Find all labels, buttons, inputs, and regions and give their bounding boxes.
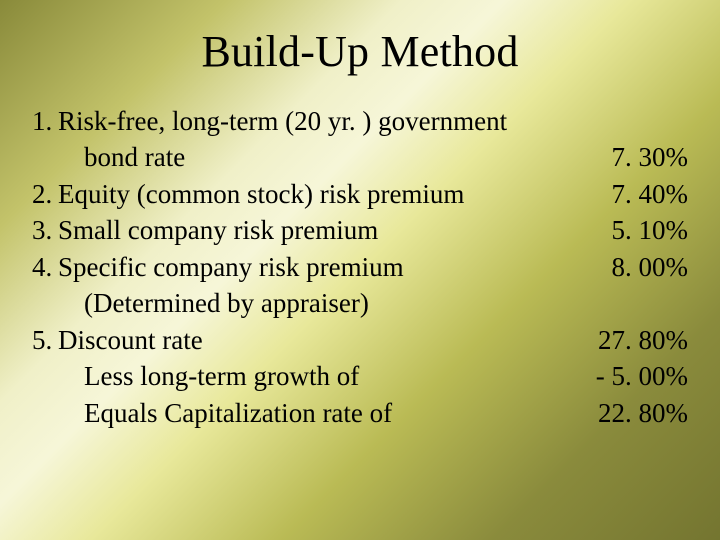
list-item: bond rate 7. 30% [32, 139, 688, 175]
item-label: Equity (common stock) risk premium [58, 176, 568, 212]
item-label: (Determined by appraiser) [58, 285, 568, 321]
list-item: Less long-term growth of - 5. 00% [32, 358, 688, 394]
item-label: Equals Capitalization rate of [58, 395, 568, 431]
item-value: 27. 80% [568, 322, 688, 358]
list-item: 4. Specific company risk premium 8. 00% [32, 249, 688, 285]
item-number: 2. [32, 176, 58, 212]
item-label: Specific company risk premium [58, 249, 568, 285]
item-number: 3. [32, 212, 58, 248]
item-number: 5. [32, 322, 58, 358]
item-label: Small company risk premium [58, 212, 568, 248]
item-value: 5. 10% [568, 212, 688, 248]
item-value: 7. 40% [568, 176, 688, 212]
list-item: 2. Equity (common stock) risk premium 7.… [32, 176, 688, 212]
slide-title: Build-Up Method [32, 26, 688, 77]
list-item: (Determined by appraiser) [32, 285, 688, 321]
list-item: 1. Risk-free, long-term (20 yr. ) govern… [32, 103, 688, 139]
item-label: Discount rate [58, 322, 568, 358]
item-value: 8. 00% [568, 249, 688, 285]
item-value: 7. 30% [568, 139, 688, 175]
list-item: 3. Small company risk premium 5. 10% [32, 212, 688, 248]
item-value: 22. 80% [568, 395, 688, 431]
slide-content: 1. Risk-free, long-term (20 yr. ) govern… [32, 103, 688, 431]
slide: Build-Up Method 1. Risk-free, long-term … [0, 0, 720, 540]
list-item: Equals Capitalization rate of 22. 80% [32, 395, 688, 431]
item-number: 4. [32, 249, 58, 285]
item-value: - 5. 00% [568, 358, 688, 394]
list-item: 5. Discount rate 27. 80% [32, 322, 688, 358]
item-label: Less long-term growth of [58, 358, 568, 394]
item-label: Risk-free, long-term (20 yr. ) governmen… [58, 103, 568, 139]
item-number: 1. [32, 103, 58, 139]
item-label: bond rate [58, 139, 568, 175]
